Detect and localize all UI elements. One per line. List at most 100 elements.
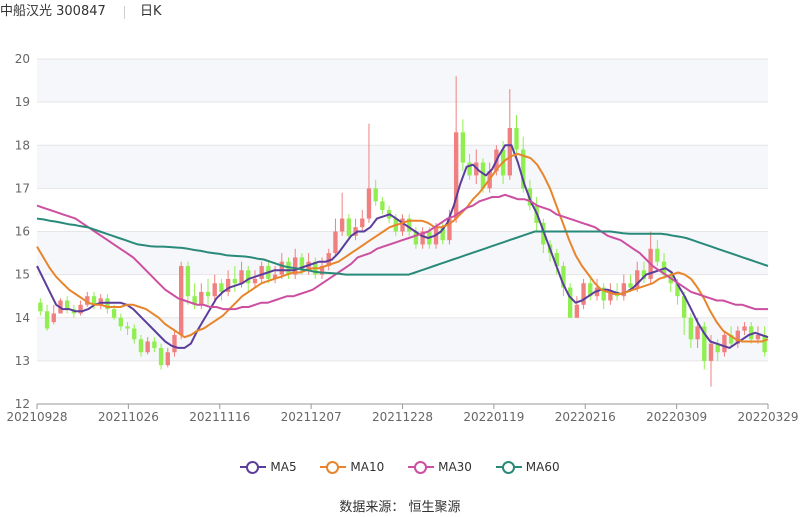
legend-item-ma60[interactable]: MA60: [495, 458, 560, 476]
y-tick-label: 13: [15, 354, 30, 368]
candle-body: [521, 149, 526, 189]
candle-body: [105, 298, 110, 310]
y-tick-label: 17: [15, 181, 30, 195]
candle-body: [205, 291, 211, 297]
candle-body: [581, 283, 586, 305]
y-tick-label: 16: [15, 225, 30, 239]
candle-body: [655, 248, 660, 262]
candle-body: [239, 270, 244, 284]
legend-item-ma10[interactable]: MA10: [320, 458, 384, 476]
x-tick-label: 20211207: [281, 410, 342, 424]
candle-body: [346, 218, 352, 236]
grid-band: [37, 317, 768, 361]
grid-band: [37, 231, 768, 275]
candle-body: [339, 218, 345, 232]
candle-body: [51, 313, 56, 323]
candle-body: [514, 128, 519, 150]
candle-body: [373, 188, 378, 202]
grid-band: [37, 59, 768, 103]
candle-body: [185, 266, 191, 297]
candle-body: [574, 304, 580, 318]
candle-body: [333, 231, 338, 254]
x-tick-label: 20210928: [6, 410, 67, 424]
x-tick-label: 20220216: [555, 410, 616, 424]
candle-body: [232, 278, 238, 284]
candle-body: [407, 218, 412, 232]
candle-body: [158, 347, 164, 366]
legend-symbol-ma30: [408, 461, 435, 474]
x-tick-label: 20220119: [463, 410, 524, 424]
candle-body: [152, 341, 157, 348]
y-tick-label: 20: [15, 52, 30, 66]
candle-body: [353, 227, 358, 236]
ma-line-ma10: [36, 152, 769, 343]
candle-body: [762, 335, 767, 353]
chart-legend: MA5 MA10 MA30 MA60: [0, 458, 800, 476]
legend-item-ma30[interactable]: MA30: [408, 458, 472, 476]
candle-body: [293, 257, 298, 275]
candle-body: [742, 326, 747, 331]
candle-body: [78, 304, 83, 314]
candle-body: [145, 341, 150, 353]
ma-line-ma60: [36, 217, 769, 276]
candle-body: [702, 326, 707, 361]
ma-line-ma30: [36, 193, 768, 311]
candle-body: [380, 201, 385, 210]
candle-body: [749, 326, 754, 340]
stock-name-code: 中船汉光 300847: [0, 4, 106, 19]
x-tick-label: 20211228: [372, 410, 433, 424]
candle-body: [246, 270, 251, 284]
candle-body: [675, 283, 680, 297]
legend-item-ma5[interactable]: MA5: [240, 458, 297, 476]
candle-body: [755, 335, 761, 340]
candle-body: [715, 343, 720, 353]
candle-body: [212, 283, 217, 297]
candle-body: [219, 283, 224, 292]
legend-label-ma10: MA10: [350, 460, 385, 474]
period-selector[interactable]: 日K: [140, 4, 162, 19]
candle-body: [708, 343, 714, 361]
candle-body: [279, 261, 284, 275]
legend-symbol-ma10: [320, 461, 347, 474]
candle-body: [554, 253, 559, 266]
candle-body: [440, 227, 445, 241]
candle-body: [420, 231, 425, 245]
candle-body: [467, 162, 472, 176]
x-tick-label: 20220329: [737, 410, 798, 424]
legend-symbol-ma60: [495, 461, 522, 474]
legend-symbol-ma5: [240, 461, 267, 474]
y-tick-label: 19: [15, 95, 30, 109]
candle-body: [366, 188, 372, 219]
candle-body: [688, 317, 694, 340]
header-divider: [124, 6, 125, 19]
candle-body: [635, 270, 640, 288]
y-tick-label: 15: [15, 268, 30, 282]
candle-body: [192, 296, 197, 305]
candle-body: [225, 278, 231, 292]
candle-body: [641, 270, 647, 279]
candle-body: [722, 335, 727, 353]
candle-body: [588, 283, 593, 297]
candle-body: [628, 283, 633, 288]
candle-body: [259, 266, 264, 279]
candle-body: [44, 311, 50, 329]
candle-body: [360, 218, 365, 228]
candle-body: [272, 274, 278, 279]
candle-body: [621, 283, 626, 297]
candle-body: [453, 132, 459, 219]
candle-body: [132, 328, 137, 340]
candle-body: [326, 253, 331, 266]
x-tick-label: 20220309: [646, 410, 707, 424]
candle-body: [400, 218, 405, 232]
x-tick-label: 20211116: [189, 410, 250, 424]
candle-body: [85, 296, 90, 305]
candle-body: [64, 300, 70, 310]
candle-body: [165, 352, 170, 366]
candle-body: [735, 330, 741, 344]
candle-body: [98, 298, 103, 305]
candle-body: [695, 326, 700, 340]
y-tick-label: 18: [15, 138, 30, 152]
candle-body: [728, 335, 734, 344]
candle-body: [299, 257, 305, 271]
